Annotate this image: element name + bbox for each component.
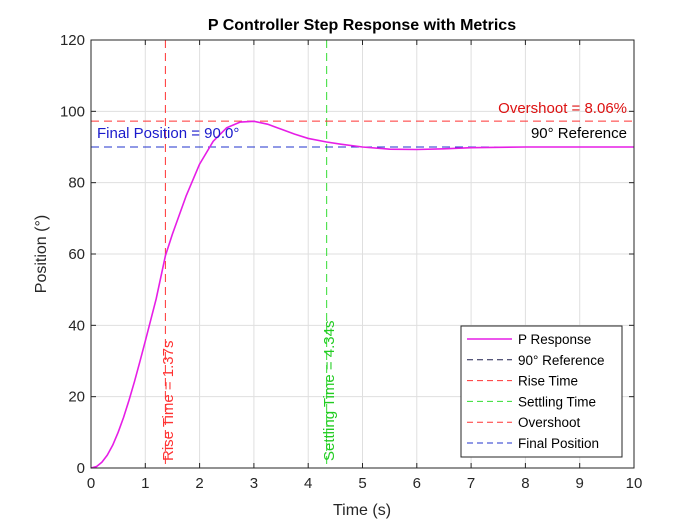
y-tick-label: 100 — [60, 103, 85, 120]
reference-annotation: 90° Reference — [531, 125, 627, 142]
final-position-annotation: Final Position = 90.0° — [97, 125, 239, 142]
x-tick-label: 2 — [195, 475, 203, 492]
y-tick-label: 40 — [68, 317, 85, 334]
legend-item-final-position: Final Position — [467, 436, 599, 451]
series — [90, 120, 634, 469]
y-tick-label: 80 — [68, 175, 85, 192]
x-tick-label: 8 — [521, 475, 529, 492]
y-axis-label: Position (°) — [33, 215, 50, 293]
legend-item-reference: 90° Reference — [467, 353, 604, 368]
legend: P Response 90° Reference Rise Time Settling… — [460, 325, 623, 458]
x-tick-label: 9 — [576, 475, 584, 492]
x-axis-label: Time (s) — [333, 502, 391, 519]
legend-items: P Response 90° Reference Rise Time Settling… — [467, 332, 604, 451]
legend-label: Settling Time — [518, 394, 596, 409]
x-tick-label: 6 — [413, 475, 421, 492]
x-tick-label: 0 — [87, 475, 95, 492]
legend-label: Rise Time — [518, 374, 578, 389]
legend-box — [460, 325, 623, 458]
x-tick-label: 10 — [626, 475, 643, 492]
legend-item-settling-time: Settling Time — [467, 394, 596, 409]
legend-item-overshoot: Overshoot — [467, 415, 581, 430]
legend-label: Final Position — [518, 436, 599, 451]
y-tick-label: 60 — [68, 246, 85, 263]
chart-title: P Controller Step Response with Metrics — [208, 17, 516, 34]
x-tick-label: 5 — [358, 475, 366, 492]
legend-item-rise-time: Rise Time — [467, 374, 578, 389]
x-tick-label: 1 — [141, 475, 149, 492]
x-tick-label: 7 — [467, 475, 475, 492]
y-tick-label: 0 — [77, 460, 85, 477]
legend-label: Overshoot — [518, 415, 581, 430]
settling-time-annotation: Settling Time = 4.34s — [321, 321, 338, 462]
overshoot-annotation: Overshoot = 8.06% — [498, 100, 627, 117]
y-tick-label: 20 — [68, 389, 85, 406]
legend-item-p-response: P Response — [467, 332, 591, 347]
x-tick-label: 4 — [304, 475, 312, 492]
y-tick-label: 120 — [60, 32, 85, 49]
x-tick-label: 3 — [250, 475, 258, 492]
response-line — [90, 120, 634, 469]
legend-label: P Response — [518, 332, 591, 347]
rise-time-annotation: Rise Time = 1.37s — [160, 341, 177, 461]
legend-label: 90° Reference — [518, 353, 604, 368]
